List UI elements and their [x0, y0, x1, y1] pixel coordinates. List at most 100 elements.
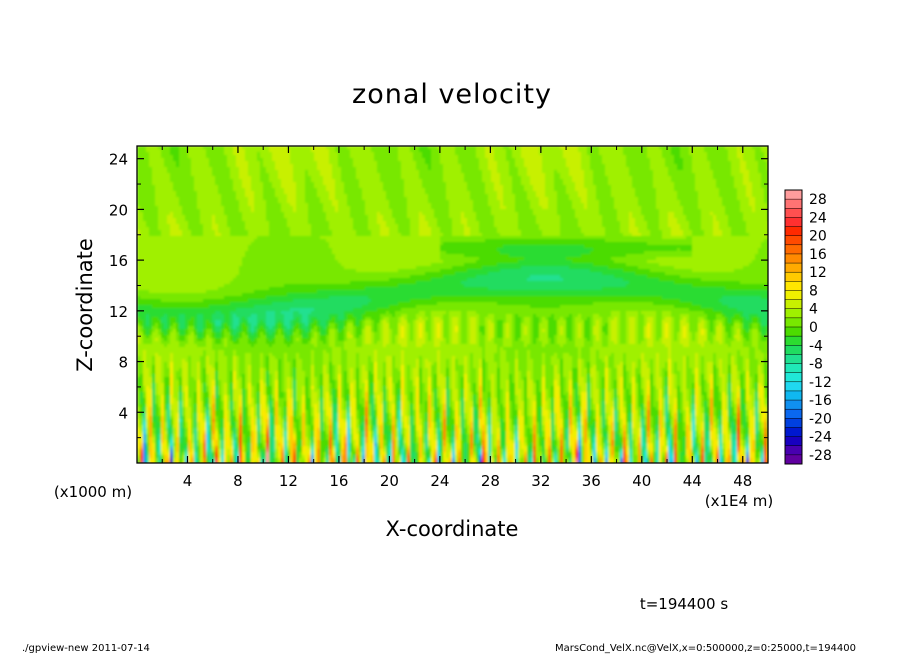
heatmap-cell — [230, 185, 234, 189]
heatmap-cell — [755, 182, 759, 186]
heatmap-cell — [170, 155, 174, 159]
heatmap-cell — [308, 176, 312, 180]
heatmap-cell — [494, 191, 498, 195]
heatmap-cell — [431, 179, 435, 183]
heatmap-cell — [425, 191, 429, 195]
heatmap-cell — [230, 215, 234, 219]
heatmap-cell — [167, 200, 171, 204]
heatmap-cell — [212, 188, 216, 192]
heatmap-cell — [665, 200, 669, 204]
heatmap-cell — [203, 209, 207, 213]
heatmap-cell — [215, 173, 219, 177]
heatmap-cell — [707, 179, 711, 183]
heatmap-cell — [275, 146, 279, 150]
heatmap-cell — [383, 176, 387, 180]
heatmap-cell — [689, 176, 693, 180]
heatmap-cell — [320, 194, 324, 198]
heatmap-cell — [500, 170, 504, 174]
heatmap-cell — [536, 182, 540, 186]
heatmap-cell — [377, 197, 381, 201]
heatmap-cell — [200, 173, 204, 177]
heatmap-cell — [302, 158, 306, 162]
heatmap-cell — [143, 203, 147, 207]
heatmap-cell — [560, 194, 564, 198]
heatmap-cell — [410, 206, 414, 210]
heatmap-cell — [446, 191, 450, 195]
heatmap-cell — [461, 206, 465, 210]
heatmap-cell — [164, 212, 168, 216]
heatmap-cell — [275, 167, 279, 171]
heatmap-cell — [305, 173, 309, 177]
heatmap-cell — [563, 164, 567, 168]
heatmap-cell — [563, 176, 567, 180]
heatmap-cell — [614, 158, 618, 162]
heatmap-cell — [623, 173, 627, 177]
heatmap-cell — [152, 212, 156, 216]
heatmap-cell — [569, 173, 573, 177]
heatmap-cell — [410, 152, 414, 156]
heatmap-cell — [725, 179, 729, 183]
heatmap-cell — [497, 197, 501, 201]
heatmap-cell — [221, 215, 225, 219]
heatmap-cell — [656, 194, 660, 198]
heatmap-cell — [311, 155, 315, 159]
heatmap-cell — [665, 191, 669, 195]
heatmap-cell — [335, 170, 339, 174]
heatmap-cell — [515, 212, 519, 216]
heatmap-cell — [533, 194, 537, 198]
heatmap-cell — [323, 164, 327, 168]
heatmap-cell — [617, 194, 621, 198]
heatmap-cell — [392, 146, 396, 150]
heatmap-cell — [620, 146, 624, 150]
heatmap-cell — [428, 203, 432, 207]
heatmap-cell — [671, 164, 675, 168]
heatmap-cell — [635, 158, 639, 162]
heatmap-cell — [719, 146, 723, 150]
heatmap-cell — [170, 149, 174, 153]
heatmap-cell — [461, 197, 465, 201]
heatmap-cell — [617, 188, 621, 192]
heatmap-cell — [332, 194, 336, 198]
heatmap-cell — [416, 185, 420, 189]
heatmap-cell — [515, 167, 519, 171]
heatmap-cell — [470, 146, 474, 150]
heatmap-cell — [452, 176, 456, 180]
heatmap-cell — [299, 206, 303, 210]
heatmap-cell — [482, 158, 486, 162]
heatmap-cell — [560, 164, 564, 168]
heatmap-cell — [425, 200, 429, 204]
heatmap-cell — [317, 203, 321, 207]
heatmap-cell — [170, 206, 174, 210]
heatmap-cell — [284, 200, 288, 204]
heatmap-cell — [284, 146, 288, 150]
heatmap-cell — [539, 161, 543, 165]
heatmap-cell — [599, 173, 603, 177]
heatmap-cell — [695, 206, 699, 210]
heatmap-cell — [161, 155, 165, 159]
heatmap-cell — [518, 179, 522, 183]
heatmap-cell — [167, 215, 171, 219]
heatmap-cell — [497, 203, 501, 207]
heatmap-cell — [278, 212, 282, 216]
heatmap-cell — [698, 188, 702, 192]
heatmap-cell — [185, 155, 189, 159]
heatmap-cell — [635, 206, 639, 210]
heatmap-cell — [506, 179, 510, 183]
heatmap-cell — [416, 194, 420, 198]
heatmap-cell — [455, 212, 459, 216]
heatmap-cell — [248, 212, 252, 216]
heatmap-cell — [695, 194, 699, 198]
heatmap-cell — [326, 164, 330, 168]
heatmap-cell — [170, 182, 174, 186]
heatmap-cell — [509, 173, 513, 177]
heatmap-cell — [677, 173, 681, 177]
heatmap-cell — [518, 146, 522, 150]
heatmap-cell — [476, 167, 480, 171]
heatmap-cell — [470, 209, 474, 213]
heatmap-cell — [422, 215, 426, 219]
heatmap-cell — [287, 161, 291, 165]
heatmap-cell — [560, 200, 564, 204]
heatmap-cell — [200, 191, 204, 195]
heatmap-cell — [140, 188, 144, 192]
heatmap-cell — [608, 158, 612, 162]
